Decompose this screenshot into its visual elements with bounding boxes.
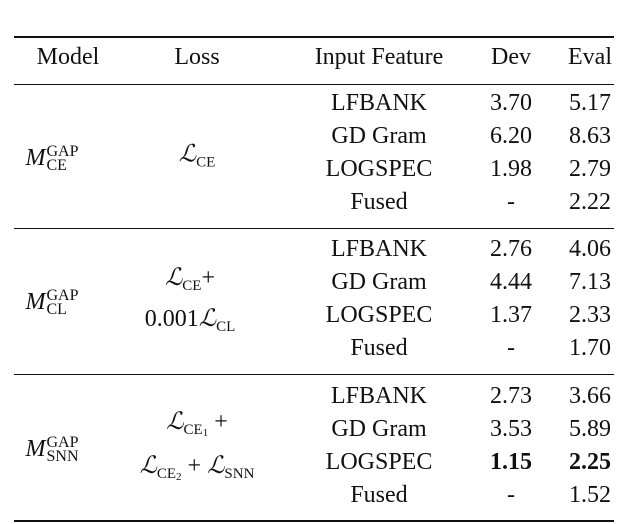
feature-cell: Fused bbox=[350, 335, 408, 361]
table-top-rule bbox=[14, 36, 614, 38]
table-row: GD Gram 3.53 5.89 bbox=[0, 414, 620, 447]
table-group-ce: M GAP CE ℒCE LFBANK 3.70 5.17 GD Gram 6.20… bbox=[0, 88, 620, 222]
loss-label: ℒCE1 + ℒCE2 + ℒSNN bbox=[139, 407, 255, 483]
eval-cell: 1.70 bbox=[569, 335, 611, 361]
eval-cell: 4.06 bbox=[569, 236, 611, 262]
dev-cell: 6.20 bbox=[490, 123, 532, 149]
feature-cell: LOGSPEC bbox=[325, 302, 433, 328]
table-row: Fused - 1.52 bbox=[0, 480, 620, 513]
feature-cell: GD Gram bbox=[331, 123, 427, 149]
feature-cell: Fused bbox=[350, 189, 408, 215]
feature-cell: LFBANK bbox=[330, 236, 428, 262]
table-row: LFBANK 2.76 4.06 bbox=[0, 234, 620, 267]
group-divider bbox=[14, 228, 614, 229]
dev-cell-best: 1.15 bbox=[490, 449, 532, 475]
feature-cell: GD Gram bbox=[331, 269, 427, 295]
eval-cell-best: 2.25 bbox=[569, 449, 611, 475]
table-row: LOGSPEC 1.98 2.79 bbox=[0, 154, 620, 187]
loss-label: ℒCE bbox=[178, 139, 216, 171]
header-input-feature: Input Feature bbox=[314, 44, 444, 70]
eval-cell: 2.22 bbox=[569, 189, 611, 215]
model-label: M GAP SNN bbox=[25, 434, 79, 466]
feature-cell: LOGSPEC bbox=[325, 156, 433, 182]
table-row: LOGSPEC 1.37 2.33 bbox=[0, 300, 620, 333]
dev-cell: - bbox=[507, 482, 515, 508]
dev-cell: - bbox=[507, 335, 515, 361]
eval-cell: 2.79 bbox=[569, 156, 611, 182]
table-row: LFBANK 3.70 5.17 bbox=[0, 88, 620, 121]
table-row: Fused - 1.70 bbox=[0, 333, 620, 366]
table-row: GD Gram 4.44 7.13 bbox=[0, 267, 620, 300]
group-divider bbox=[14, 374, 614, 375]
table-header-row: Model Loss Input Feature Dev Eval bbox=[0, 40, 620, 76]
header-eval: Eval bbox=[568, 44, 612, 70]
header-loss: Loss bbox=[174, 44, 220, 70]
table-row: LFBANK 2.73 3.66 bbox=[0, 381, 620, 414]
eval-cell: 1.52 bbox=[569, 482, 611, 508]
dev-cell: 1.37 bbox=[490, 302, 532, 328]
table-header-rule bbox=[14, 84, 614, 85]
header-model: Model bbox=[36, 44, 100, 70]
table-group-snn: M GAP SNN ℒCE1 + ℒCE2 + ℒSNN LFBANK 2.73 3.… bbox=[0, 381, 620, 515]
table-bottom-rule bbox=[14, 520, 614, 522]
dev-cell: 2.73 bbox=[490, 383, 532, 409]
model-label: M GAP CL bbox=[25, 287, 79, 319]
eval-cell: 5.89 bbox=[569, 416, 611, 442]
table-row: Fused - 2.22 bbox=[0, 187, 620, 220]
dev-cell: 3.53 bbox=[490, 416, 532, 442]
model-label: M GAP CE bbox=[25, 143, 79, 175]
header-dev: Dev bbox=[491, 44, 531, 70]
dev-cell: - bbox=[507, 189, 515, 215]
eval-cell: 3.66 bbox=[569, 383, 611, 409]
feature-cell: Fused bbox=[350, 482, 408, 508]
dev-cell: 1.98 bbox=[490, 156, 532, 182]
table-row: GD Gram 6.20 8.63 bbox=[0, 121, 620, 154]
dev-cell: 4.44 bbox=[490, 269, 532, 295]
feature-cell: GD Gram bbox=[331, 416, 427, 442]
eval-cell: 7.13 bbox=[569, 269, 611, 295]
feature-cell: LOGSPEC bbox=[325, 449, 433, 475]
eval-cell: 8.63 bbox=[569, 123, 611, 149]
dev-cell: 2.76 bbox=[490, 236, 532, 262]
eval-cell: 2.33 bbox=[569, 302, 611, 328]
feature-cell: LFBANK bbox=[330, 383, 428, 409]
table-group-cl: M GAP CL ℒCE+ 0.001ℒCL LFBANK 2.76 4.06 GD … bbox=[0, 234, 620, 368]
eval-cell: 5.17 bbox=[569, 90, 611, 116]
loss-label: ℒCE+ 0.001ℒCL bbox=[144, 263, 236, 335]
feature-cell: LFBANK bbox=[330, 90, 428, 116]
table-row: LOGSPEC 1.15 2.25 bbox=[0, 447, 620, 480]
dev-cell: 3.70 bbox=[490, 90, 532, 116]
